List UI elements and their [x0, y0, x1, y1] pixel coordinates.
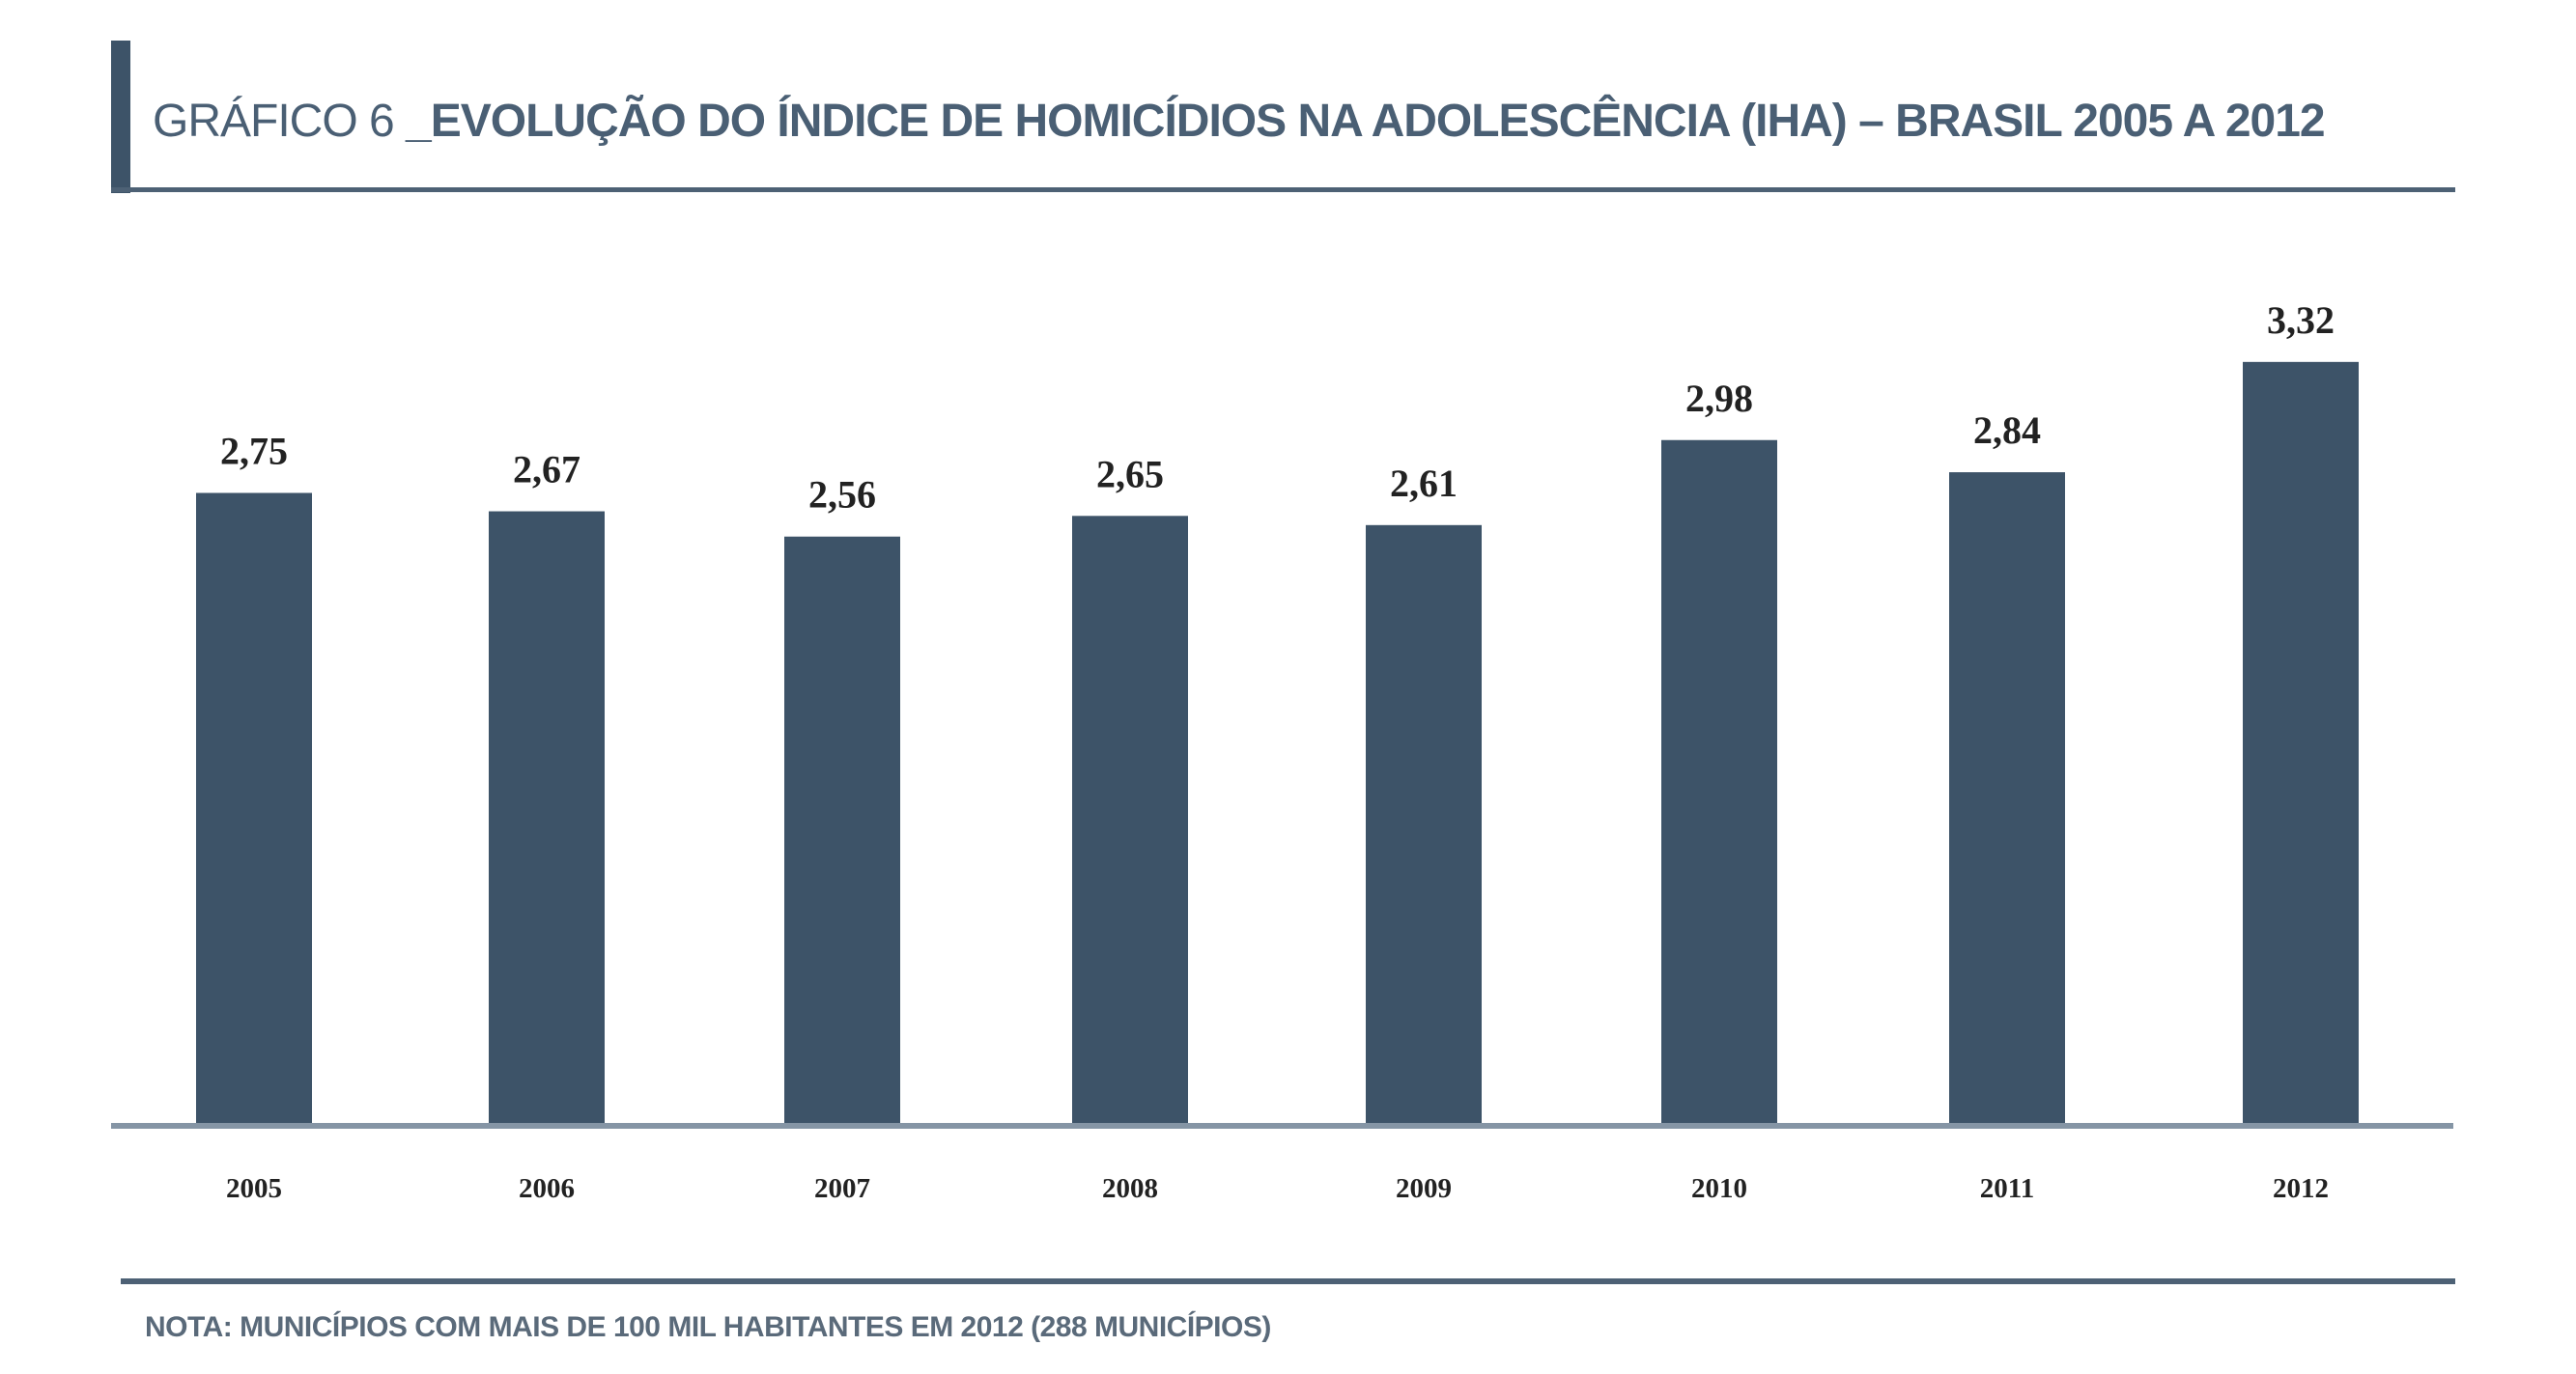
bar-2006	[489, 511, 605, 1125]
bar-2010	[1661, 439, 1777, 1125]
x-axis-line	[111, 1123, 2453, 1129]
x-tick-label-2009: 2009	[1396, 1173, 1452, 1204]
value-label-2007: 2,56	[808, 473, 876, 517]
bar-2007	[784, 536, 900, 1125]
chart-title-main: _EVOLUÇÃO DO ÍNDICE DE HOMICÍDIOS NA ADO…	[406, 96, 2326, 147]
chart-title: GRÁFICO 6 _EVOLUÇÃO DO ÍNDICE DE HOMICÍD…	[153, 95, 2326, 148]
value-label-2011: 2,84	[1973, 408, 2041, 452]
x-tick-label-2008: 2008	[1102, 1173, 1158, 1204]
x-tick-label-2005: 2005	[226, 1173, 282, 1204]
value-label-2012: 3,32	[2267, 298, 2335, 342]
x-tick-label-2011: 2011	[1980, 1173, 2034, 1204]
footer-divider	[121, 1278, 2455, 1284]
chart-title-prefix: GRÁFICO 6	[153, 96, 407, 147]
bar-2011	[1949, 472, 2065, 1126]
bar-2012	[2243, 361, 2359, 1126]
value-label-2010: 2,98	[1685, 377, 1753, 420]
bar-2005	[196, 492, 312, 1125]
chart-note: NOTA: MUNICÍPIOS COM MAIS DE 100 MIL HAB…	[145, 1311, 1271, 1343]
x-tick-label-2006: 2006	[519, 1173, 575, 1204]
value-label-2006: 2,67	[513, 448, 580, 491]
title-underline	[111, 187, 2455, 192]
x-tick-label-2012: 2012	[2273, 1173, 2329, 1204]
value-label-2005: 2,75	[220, 430, 288, 473]
value-label-2008: 2,65	[1096, 452, 1164, 495]
bar-chart: 2,75 2005 2,67 2006 2,56 2007 2,65 2008 2,61 2009…	[111, 298, 2453, 1204]
title-accent-bar	[111, 41, 130, 193]
x-tick-label-2007: 2007	[814, 1173, 870, 1204]
value-label-2009: 2,61	[1390, 462, 1458, 505]
x-tick-label-2010: 2010	[1691, 1173, 1747, 1204]
bar-2009	[1366, 524, 1482, 1125]
bar-2008	[1072, 516, 1188, 1125]
